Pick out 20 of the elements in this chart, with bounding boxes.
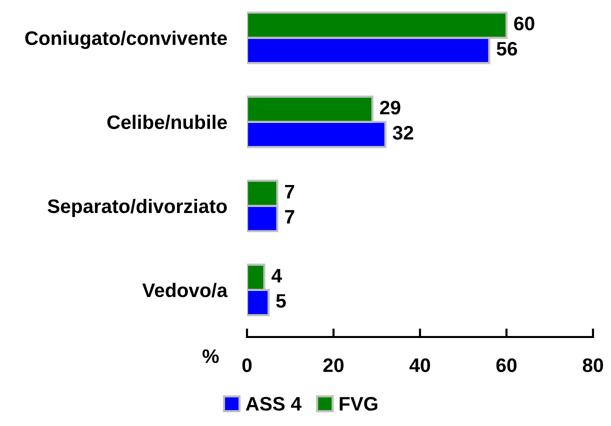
- y-tick-label: Vedovo/a: [142, 282, 228, 298]
- data-label: 56: [496, 42, 518, 56]
- x-tick-label: 80: [582, 358, 604, 372]
- y-tick-label: Separato/divorziato: [48, 198, 227, 217]
- y-tick-label: Celibe/nubile: [107, 114, 227, 130]
- data-label: 7: [285, 184, 294, 198]
- data-label: 29: [380, 100, 400, 114]
- legend-label: FVG: [340, 396, 378, 411]
- y-tick-label: Coniugato/convivente: [25, 30, 227, 49]
- data-label: 7: [285, 210, 294, 224]
- legend-label: ASS 4: [246, 396, 302, 411]
- data-label: 32: [392, 126, 414, 140]
- data-label: 60: [514, 16, 534, 30]
- x-tick-label: 0: [242, 358, 252, 372]
- data-label: 4: [272, 268, 282, 282]
- x-tick-label: 60: [496, 358, 517, 372]
- data-label: 5: [276, 294, 286, 308]
- x-tick-label: 40: [409, 358, 430, 372]
- x-axis-title: %: [202, 349, 219, 364]
- x-tick-label: 20: [323, 358, 344, 372]
